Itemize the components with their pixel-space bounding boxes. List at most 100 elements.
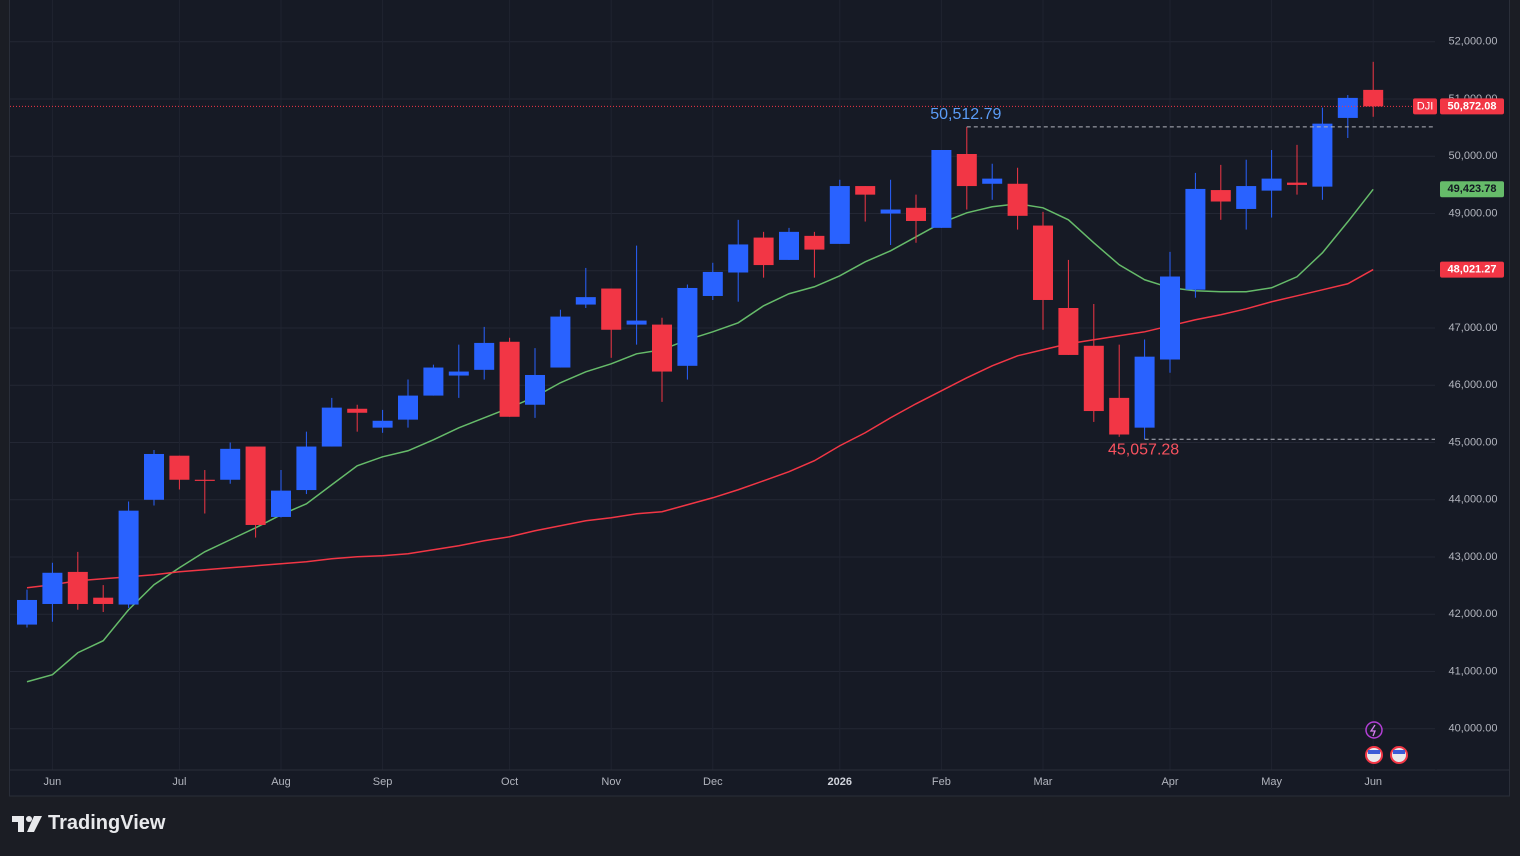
x-tick-label: Sep	[373, 776, 393, 788]
x-tick-label: May	[1261, 776, 1282, 788]
candle-body	[1236, 186, 1257, 209]
y-tick-label: 42,000.00	[1449, 608, 1498, 620]
candle-body	[652, 324, 672, 372]
candle-body	[271, 490, 291, 517]
candle-body	[1210, 190, 1231, 202]
price-tag-label: 49,423.78	[1448, 183, 1497, 195]
candle-body	[321, 407, 342, 447]
y-tick-label: 44,000.00	[1449, 494, 1498, 506]
candle-body	[804, 235, 825, 250]
candle-body	[550, 316, 571, 368]
candle-body	[372, 420, 393, 428]
candle-body	[601, 288, 622, 330]
y-tick-label: 46,000.00	[1449, 379, 1498, 391]
candle-layer: 50,512.79 45,057.28	[10, 61, 1435, 628]
event-icon[interactable]	[1365, 721, 1383, 739]
moving-average-line	[26, 188, 1374, 683]
event-icon-glyph	[1369, 724, 1376, 737]
candle-body	[474, 342, 495, 370]
symbol-tag	[1413, 98, 1437, 115]
candle-body	[93, 597, 114, 604]
chart-frame	[9, 0, 1510, 797]
brand: TradingView	[12, 812, 165, 835]
candle-body	[1261, 178, 1282, 191]
candle-body	[17, 599, 37, 625]
overlay-layer	[26, 188, 1374, 683]
candle-body	[753, 237, 774, 266]
x-tick-label: Jun	[44, 776, 62, 788]
y-tick-label: 47,000.00	[1449, 322, 1498, 334]
x-tick-label: Oct	[501, 776, 518, 788]
event-icon[interactable]	[1365, 746, 1383, 764]
candle-body	[575, 297, 596, 305]
candle-body	[626, 320, 647, 325]
candle-body	[220, 448, 241, 480]
flag-detail	[1368, 750, 1380, 754]
candle-body	[1312, 123, 1333, 187]
candle-body	[728, 244, 749, 273]
candle-body	[194, 479, 215, 481]
candle-body	[118, 510, 139, 605]
price-tag	[1440, 181, 1504, 198]
candle-body	[398, 395, 418, 420]
candle-body	[1134, 356, 1155, 428]
candle-body	[296, 446, 317, 491]
price-tag	[1440, 261, 1504, 278]
candle-body	[499, 341, 520, 417]
brand-name: TradingView	[48, 812, 166, 834]
candle-body	[423, 367, 444, 396]
candle-body	[1033, 225, 1053, 300]
candle-body	[855, 186, 876, 195]
candle-body	[880, 209, 901, 214]
x-tick-label: Dec	[703, 776, 723, 788]
candle-body	[245, 446, 266, 525]
candle-body	[956, 154, 977, 187]
candle-body	[1109, 397, 1130, 435]
y-tick-label: 45,000.00	[1449, 436, 1498, 448]
x-tick-label: Mar	[1034, 776, 1053, 788]
symbol-tag-label: DJI	[1417, 100, 1434, 112]
candle-body	[448, 371, 469, 376]
candle-body	[169, 455, 190, 480]
y-tick-label: 40,000.00	[1449, 723, 1498, 735]
brand-logo	[12, 815, 42, 832]
candle-body	[42, 572, 63, 604]
candle-body	[144, 453, 164, 500]
candle-body	[1160, 276, 1180, 360]
candle-body	[829, 186, 850, 244]
x-tick-label: Nov	[601, 776, 621, 788]
price-tag-label: 50,872.08	[1448, 100, 1497, 112]
x-tick-label: Feb	[932, 776, 951, 788]
candle-body	[931, 149, 952, 228]
x-tick-label: Jun	[1364, 776, 1382, 788]
annotation-label: 45,057.28	[1108, 441, 1179, 458]
candle-body	[1185, 188, 1206, 290]
price-tag	[1440, 98, 1504, 115]
event-icons	[1365, 721, 1408, 764]
candle-body	[1337, 97, 1358, 118]
y-tick-label: 49,000.00	[1449, 207, 1498, 219]
candle-body	[1007, 183, 1028, 216]
x-tick-label: 2026	[828, 776, 852, 788]
candle-body	[1287, 182, 1307, 185]
candle-body	[906, 207, 926, 221]
y-tick-label: 41,000.00	[1449, 665, 1498, 677]
y-tick-label: 43,000.00	[1449, 551, 1498, 563]
x-tick-label: Jul	[172, 776, 186, 788]
candle-body	[982, 178, 1003, 184]
candle-body	[1083, 345, 1104, 412]
candle-body	[677, 287, 698, 366]
candle-body	[525, 374, 545, 405]
candle-body	[779, 231, 799, 260]
candle-body	[347, 408, 368, 413]
flag-detail	[1393, 750, 1405, 754]
annotation-label: 50,512.79	[930, 106, 1001, 123]
moving-average-line	[26, 268, 1374, 589]
price-tag-label: 48,021.27	[1448, 263, 1497, 275]
x-tick-label: Aug	[271, 776, 291, 788]
axis-layer: 40,000.00 41,000.00 42,000.00 43,000.00 44,0…	[10, 0, 1509, 788]
event-icon[interactable]	[1390, 746, 1408, 764]
candle-body	[67, 571, 88, 604]
candle-body	[1058, 308, 1079, 355]
